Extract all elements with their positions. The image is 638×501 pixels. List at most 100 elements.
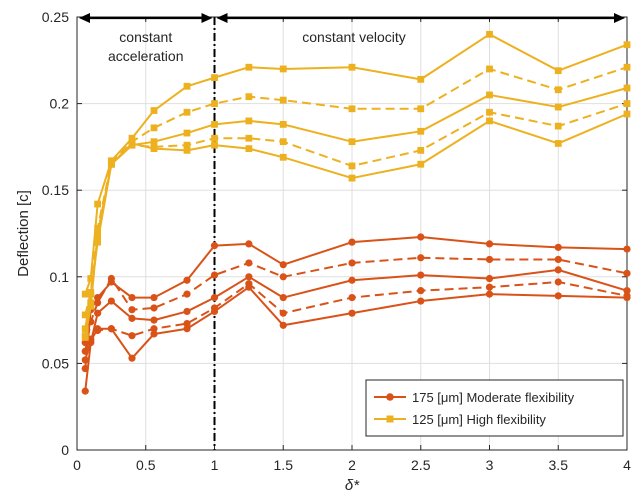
annotation-constant: constant bbox=[119, 29, 172, 45]
series-175-2-point bbox=[417, 271, 425, 279]
series-125-5-point bbox=[417, 75, 425, 83]
series-125-7-point bbox=[623, 84, 631, 92]
x-tick-label: 2 bbox=[348, 457, 356, 473]
x-tick-label: 4 bbox=[623, 457, 631, 473]
series-175-0-point bbox=[279, 261, 287, 269]
series-175-4-point bbox=[623, 293, 631, 302]
series-175-2-point bbox=[81, 387, 89, 395]
series-125-6-point bbox=[183, 108, 191, 116]
series-175-4-point bbox=[210, 307, 219, 316]
series-175-3-point bbox=[417, 287, 425, 295]
series-125-9-point bbox=[183, 146, 191, 154]
series-175-3-point bbox=[183, 319, 191, 328]
x-tick-label: 0.5 bbox=[136, 457, 156, 473]
series-125-7-point bbox=[554, 103, 562, 111]
series-125-7-point bbox=[417, 127, 425, 135]
series-175-4-point bbox=[87, 337, 95, 345]
series-175-2-point bbox=[94, 309, 102, 317]
series-175-2-point bbox=[245, 273, 253, 281]
series-125-9-point bbox=[150, 145, 158, 153]
series-175-1-point bbox=[107, 274, 115, 283]
series-175-1-point bbox=[183, 290, 191, 298]
series-125-9-point bbox=[128, 140, 136, 147]
series-175-1-point bbox=[245, 259, 253, 267]
series-175-0-point bbox=[183, 276, 191, 284]
series-125-6-point bbox=[150, 124, 158, 132]
series-175-2-point bbox=[107, 297, 115, 305]
series-125-6-point bbox=[554, 86, 562, 94]
series-125-6-point bbox=[81, 311, 89, 319]
series-125-6-point bbox=[94, 224, 102, 232]
series-125-7-point bbox=[348, 138, 356, 146]
series-175-3-point bbox=[128, 332, 136, 340]
series-125-5-point bbox=[81, 290, 89, 298]
series-125-7-point bbox=[183, 129, 191, 137]
series-175-3-point bbox=[348, 293, 356, 302]
series-125-6-point bbox=[623, 63, 631, 71]
y-tick-label: 0.1 bbox=[50, 269, 70, 285]
series-175-0-point bbox=[94, 293, 102, 302]
y-tick-label: 0.15 bbox=[42, 182, 69, 198]
series-175-4-point bbox=[107, 325, 115, 333]
series-125-9-point bbox=[486, 117, 493, 125]
x-tick-label: 1.5 bbox=[274, 457, 294, 473]
series-125-5-point bbox=[150, 107, 158, 114]
series-125-6-point bbox=[417, 105, 425, 113]
series-125-5-point bbox=[211, 74, 218, 82]
series-125-8-point bbox=[417, 146, 425, 154]
series-175-1-point bbox=[485, 255, 494, 264]
y-tick-label: 0.05 bbox=[42, 355, 69, 371]
series-175-1-point bbox=[348, 259, 356, 267]
series-125-7-point bbox=[486, 91, 493, 99]
series-125-7-point bbox=[211, 120, 218, 128]
series-125-7-point bbox=[87, 290, 95, 298]
series-125-5-point bbox=[623, 41, 631, 49]
series-175-2-point bbox=[150, 316, 158, 324]
series-175-2-point bbox=[554, 266, 562, 274]
series-175-4-point bbox=[417, 297, 425, 305]
x-axis-label: δ* bbox=[345, 477, 360, 494]
series-175-1-point bbox=[554, 255, 562, 264]
series-175-4-point bbox=[554, 292, 562, 300]
series-125-8-point bbox=[279, 138, 287, 146]
x-tick-label: 3.5 bbox=[549, 457, 569, 473]
series-125-8-point bbox=[623, 100, 631, 107]
series-125-5-point bbox=[87, 275, 95, 282]
series-175-4-point bbox=[348, 309, 356, 317]
series-125-6-point bbox=[486, 65, 493, 73]
series-125-9-point bbox=[211, 141, 218, 149]
series-175-0-point bbox=[417, 233, 425, 241]
series-175-1-point bbox=[623, 269, 631, 277]
legend-marker-1 bbox=[386, 415, 394, 423]
series-175-3-point bbox=[554, 278, 562, 286]
series-125-5-point bbox=[245, 63, 253, 71]
series-175-3-point bbox=[150, 325, 158, 333]
series-125-9-point bbox=[623, 110, 631, 118]
y-tick-label: 0.25 bbox=[42, 9, 69, 25]
series-175-0-point bbox=[485, 240, 494, 248]
x-tick-label: 2.5 bbox=[411, 457, 431, 473]
series-175-4-point bbox=[183, 325, 191, 333]
series-175-1-point bbox=[128, 306, 136, 314]
series-125-8-point bbox=[554, 122, 562, 130]
series-175-1-line bbox=[84, 256, 628, 352]
series-175-3-point bbox=[485, 283, 494, 291]
series-175-4-point bbox=[245, 283, 253, 291]
x-tick-label: 3 bbox=[486, 457, 494, 473]
series-125-8-point bbox=[245, 134, 253, 142]
series-125-5-point bbox=[279, 65, 287, 73]
series-125-7-point bbox=[279, 120, 287, 128]
series-175-2-point bbox=[485, 274, 494, 283]
series-125-5-point bbox=[348, 63, 356, 71]
x-tick-label: 1 bbox=[211, 457, 219, 473]
series-125-5-point bbox=[486, 30, 493, 38]
series-125-9-point bbox=[107, 160, 115, 168]
series-175-0-point bbox=[245, 240, 253, 248]
series-125-9-point bbox=[94, 230, 102, 237]
series-175-3-point bbox=[279, 309, 287, 317]
series-125-5-point bbox=[128, 134, 136, 142]
series-175-0-point bbox=[150, 293, 158, 302]
series-175-1-point bbox=[150, 304, 158, 312]
series-125-8-point bbox=[211, 134, 218, 142]
